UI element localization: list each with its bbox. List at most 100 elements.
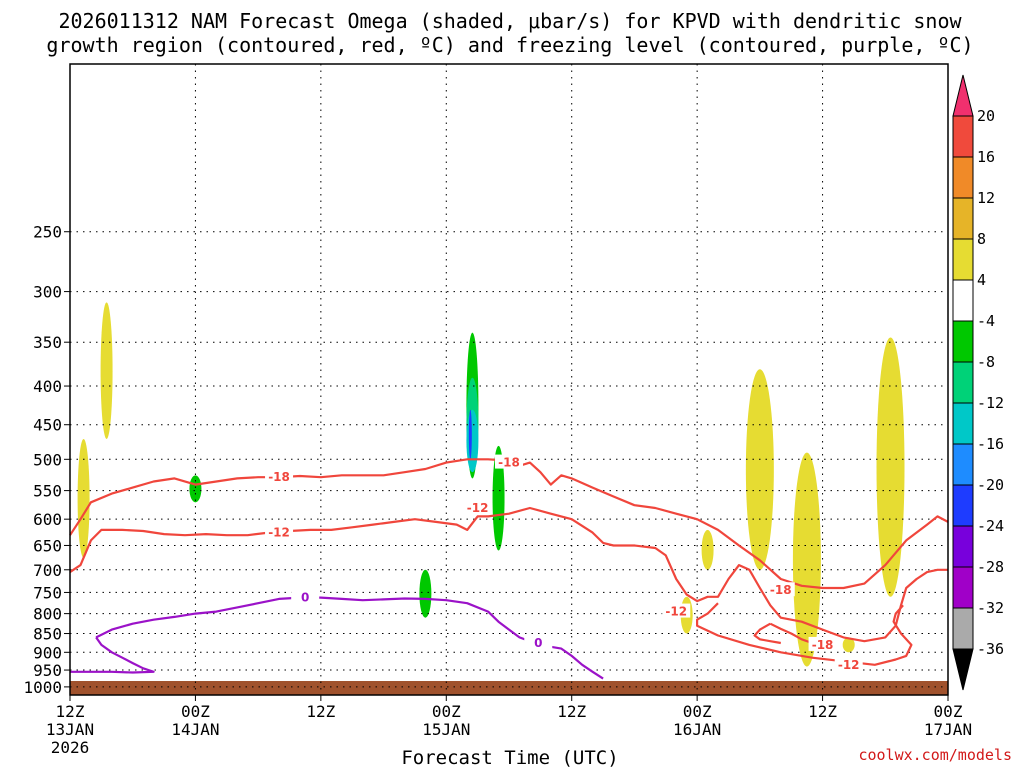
colorbar-swatch-11 <box>952 525 974 568</box>
colorbar-swatch-7 <box>952 361 974 404</box>
y-tick-label-850: 850 <box>33 625 62 644</box>
label-zero-b: 0 <box>534 636 542 650</box>
colorbar-label-6: -8 <box>977 353 995 371</box>
colorbar-swatch-6 <box>952 320 974 363</box>
label-minus18-d: -18 <box>812 638 834 652</box>
y-axis: 2503003504004505005506006507007508008509… <box>23 223 70 697</box>
x-axis-title: Forecast Time (UTC) <box>401 747 618 768</box>
colorbar-label-9: -20 <box>977 476 1004 494</box>
colorbar-label-2: 12 <box>977 189 995 207</box>
colorbar-swatch-10 <box>952 484 974 527</box>
label-minus12-c: -12 <box>665 605 687 619</box>
colorbar-swatch-4 <box>952 238 974 281</box>
label-zero-a-bg <box>291 589 320 604</box>
y-tick-label-1000: 1000 <box>23 678 62 697</box>
y-tick-label-900: 900 <box>33 643 62 662</box>
omega-area-0 <box>100 302 113 439</box>
omega-area-10 <box>792 452 821 667</box>
colorbar-bottom-triangle <box>952 648 974 691</box>
label-minus12-b: -12 <box>467 501 489 515</box>
omega-area-1 <box>77 438 90 558</box>
colorbar-label-0: 20 <box>977 107 995 125</box>
ground-terrain <box>70 681 948 695</box>
contour-minus18-small-b <box>753 622 781 645</box>
y-tick-label-500: 500 <box>33 450 62 469</box>
x-tick-label-date-84: 17JAN <box>924 720 972 739</box>
chart-title-line2: growth region (contoured, red, ºC) and f… <box>46 33 973 57</box>
x-tick-label-date-0: 13JAN <box>46 720 94 739</box>
colorbar-label-8: -16 <box>977 435 1004 453</box>
colorbar: 20 16 12 8 4 -4 -8 -12 -16 -20 -24 -28 -32 -36 <box>952 74 1004 691</box>
x-tick-label-time-60: 00Z <box>683 702 712 721</box>
label-minus18-c: -18 <box>770 583 792 597</box>
y-tick-label-600: 600 <box>33 510 62 529</box>
x-tick-label-date-12: 14JAN <box>171 720 219 739</box>
colorbar-swatch-9 <box>952 443 974 486</box>
colorbar-swatch-1 <box>952 115 974 158</box>
y-tick-label-550: 550 <box>33 482 62 501</box>
label-minus18-b-bg <box>495 454 523 469</box>
label-minus12-c-bg <box>662 603 691 618</box>
x-tick-label-time-36: 00Z <box>432 702 461 721</box>
plot-frame <box>69 63 949 696</box>
label-minus18-a: -18 <box>268 470 290 484</box>
label-minus12-d: -12 <box>838 658 860 672</box>
omega-area-8 <box>419 569 432 618</box>
label-minus12-d-bg <box>834 656 863 671</box>
colorbar-swatch-12 <box>952 566 974 609</box>
y-tick-label-750: 750 <box>33 583 62 602</box>
y-tick-label-800: 800 <box>33 605 62 624</box>
y-tick-label-950: 950 <box>33 661 62 680</box>
x-tick-label-time-48: 12Z <box>557 702 586 721</box>
y-tick-label-250: 250 <box>33 223 62 242</box>
omega-area-2 <box>189 475 202 503</box>
label-minus18-c-bg <box>766 582 795 597</box>
colorbar-label-12: -32 <box>977 599 1004 617</box>
label-zero-b-bg <box>524 635 553 650</box>
omega-area-11 <box>876 337 905 597</box>
omega-area-12 <box>701 529 714 570</box>
colorbar-swatch-3 <box>952 197 974 240</box>
y-tick-label-650: 650 <box>33 536 62 555</box>
label-zero-a: 0 <box>301 591 309 605</box>
y-tick-label-300: 300 <box>33 283 62 302</box>
colorbar-top-triangle <box>952 74 974 117</box>
y-tick-label-400: 400 <box>33 377 62 396</box>
x-tick-label-time-12: 00Z <box>181 702 210 721</box>
colorbar-label-3: 8 <box>977 230 986 248</box>
contour-lines: -18 -18 -18 -18 -12 -12 -12 -12 0 0 <box>69 454 949 680</box>
y-tick-label-450: 450 <box>33 416 62 435</box>
x-tick-label-date-60: 16JAN <box>673 720 721 739</box>
omega-area-5 <box>466 409 479 473</box>
label-minus12-b-bg <box>463 500 492 515</box>
omega-area-7 <box>492 445 505 551</box>
omega-area-9 <box>745 369 774 570</box>
label-minus12-a: -12 <box>268 526 290 540</box>
label-minus18-a-bg <box>265 469 294 484</box>
chart-title-line1: 2026011312 NAM Forecast Omega (shaded, μ… <box>58 9 962 33</box>
x-tick-label-time-72: 12Z <box>808 702 837 721</box>
colorbar-label-5: -4 <box>977 312 995 330</box>
x-tick-label-time-24: 12Z <box>306 702 335 721</box>
label-minus18-b: -18 <box>498 456 520 470</box>
y-tick-label-700: 700 <box>33 561 62 580</box>
x-tick-label-time-84: 00Z <box>934 702 963 721</box>
colorbar-swatch-5 <box>952 279 974 322</box>
contour-minus12-lower <box>69 506 948 643</box>
contour-freezing-level-lower <box>70 636 155 674</box>
colorbar-swatch-2 <box>952 156 974 199</box>
omega-area-6 <box>468 409 472 460</box>
colorbar-label-10: -24 <box>977 517 1004 535</box>
label-minus18-d-bg <box>808 636 837 651</box>
label-minus12-a-bg <box>265 524 294 539</box>
colorbar-swatch-8 <box>952 402 974 445</box>
colorbar-label-11: -28 <box>977 558 1004 576</box>
x-tick-label-time-0: 12Z <box>56 702 85 721</box>
colorbar-label-7: -12 <box>977 394 1004 412</box>
y-tick-label-350: 350 <box>33 333 62 352</box>
colorbar-label-13: -36 <box>977 640 1004 658</box>
colorbar-label-4: 4 <box>977 271 986 289</box>
omega-area-14 <box>842 637 855 653</box>
